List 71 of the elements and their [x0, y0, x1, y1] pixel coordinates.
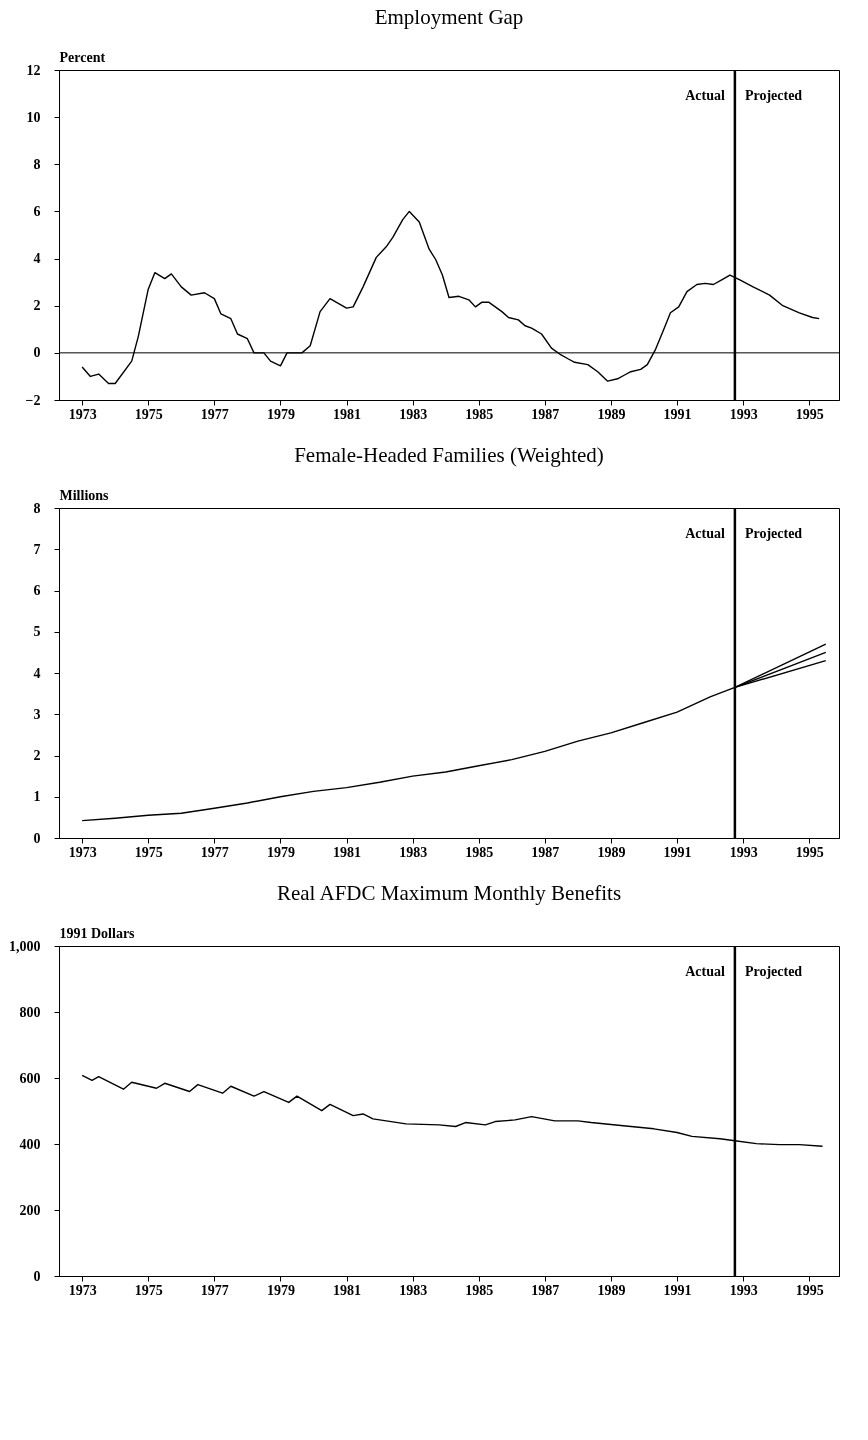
y-axis-title: Percent [59, 49, 106, 65]
y-tick-label: 600 [19, 1070, 41, 1086]
x-tick-label: 1973 [68, 844, 97, 860]
y-tick-label: 6 [33, 203, 41, 219]
x-tick-label: 1995 [795, 406, 824, 422]
y-tick-label: 800 [19, 1004, 41, 1020]
y-tick-label: 8 [33, 156, 41, 172]
x-tick-label: 1985 [465, 406, 494, 422]
y-axis-title: Millions [59, 487, 110, 503]
x-tick-label: 1973 [68, 1282, 97, 1298]
annotation: Actual [685, 526, 725, 541]
y-tick-label: 4 [33, 251, 41, 267]
x-tick-label: 1995 [795, 844, 824, 860]
y-tick-label: 7 [33, 541, 41, 557]
x-tick-label: 1977 [200, 1282, 229, 1298]
x-tick-label: 1989 [597, 844, 626, 860]
x-tick-label: 1975 [134, 1282, 163, 1298]
y-tick-label: 1 [33, 789, 41, 805]
x-tick-label: 1985 [465, 844, 494, 860]
chart-title: Real AFDC Maximum Monthly Benefits [276, 881, 622, 905]
x-tick-label: 1979 [266, 1282, 295, 1298]
x-tick-label: 1979 [266, 406, 295, 422]
y-tick-label: 12 [26, 62, 41, 78]
y-axis-title: 1991 Dollars [59, 925, 136, 941]
annotation: Actual [685, 88, 725, 103]
y-tick-label: 10 [26, 109, 41, 125]
x-tick-label: 1981 [333, 844, 362, 860]
y-tick-label: 3 [33, 706, 41, 722]
chart-title: Employment Gap [374, 5, 524, 29]
y-tick-label: 8 [33, 500, 41, 516]
annotation: Actual [685, 964, 725, 979]
x-tick-label: 1995 [795, 1282, 824, 1298]
y-tick-label: 2 [33, 748, 41, 763]
y-tick-label: 2 [33, 298, 41, 314]
annotation: Projected [744, 88, 803, 103]
x-tick-label: 1987 [531, 1282, 560, 1298]
annotation: Projected [744, 526, 803, 541]
x-tick-label: 1989 [597, 1282, 626, 1298]
x-tick-label: 1991 [663, 844, 692, 860]
x-tick-label: 1989 [597, 406, 626, 422]
x-tick-label: 1987 [531, 844, 560, 860]
x-tick-label: 1993 [729, 406, 758, 422]
y-tick-label: 200 [19, 1202, 41, 1218]
x-tick-label: 1983 [399, 1282, 428, 1298]
x-tick-label: 1985 [465, 1282, 494, 1298]
x-tick-label: 1977 [200, 406, 229, 422]
y-tick-label: 1,000 [9, 938, 41, 954]
y-tick-label: −2 [25, 392, 41, 408]
x-tick-label: 1991 [663, 406, 692, 422]
x-tick-label: 1981 [333, 1282, 362, 1298]
x-tick-label: 1981 [333, 406, 362, 422]
y-tick-label: 0 [33, 345, 41, 361]
x-tick-label: 1977 [200, 844, 229, 860]
x-tick-label: 1993 [729, 1282, 758, 1298]
y-tick-label: 5 [33, 624, 41, 640]
x-tick-label: 1993 [729, 844, 758, 860]
x-tick-label: 1987 [531, 406, 560, 422]
x-tick-label: 1991 [663, 1282, 692, 1298]
y-tick-label: 0 [33, 830, 41, 846]
x-tick-label: 1975 [134, 844, 163, 860]
x-tick-label: 1983 [399, 406, 428, 422]
x-tick-label: 1975 [134, 406, 163, 422]
y-tick-label: 4 [33, 665, 41, 681]
x-tick-label: 1973 [68, 406, 97, 422]
y-tick-label: 0 [33, 1268, 41, 1284]
y-tick-label: 6 [33, 583, 41, 598]
x-tick-label: 1983 [399, 844, 428, 860]
x-tick-label: 1979 [266, 844, 295, 860]
annotation: Projected [744, 964, 803, 979]
chart-title: Female-Headed Families (Weighted) [294, 443, 604, 467]
y-tick-label: 400 [19, 1136, 41, 1152]
